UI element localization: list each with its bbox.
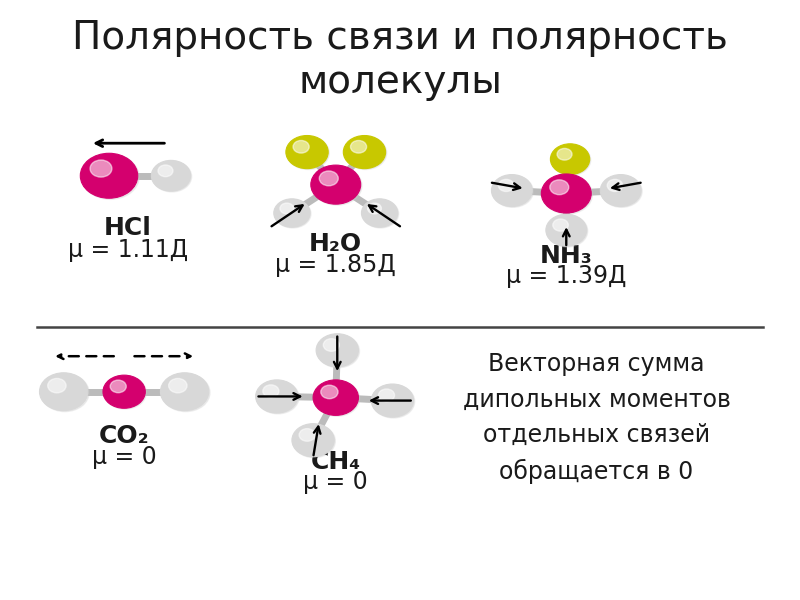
Text: μ = 1.85Д: μ = 1.85Д [275, 253, 396, 277]
Text: μ = 0: μ = 0 [303, 470, 368, 494]
Circle shape [257, 381, 299, 414]
Circle shape [256, 380, 298, 413]
Circle shape [274, 199, 310, 227]
Circle shape [110, 380, 126, 393]
Text: μ = 1.39Д: μ = 1.39Д [506, 265, 626, 289]
Circle shape [311, 165, 361, 204]
Circle shape [498, 179, 514, 191]
Circle shape [542, 175, 593, 214]
Circle shape [82, 154, 139, 199]
Circle shape [80, 153, 138, 198]
Circle shape [350, 140, 366, 153]
Circle shape [274, 200, 311, 228]
Circle shape [48, 379, 66, 393]
Circle shape [600, 175, 641, 206]
Circle shape [372, 385, 414, 418]
Circle shape [293, 424, 335, 458]
Circle shape [323, 338, 339, 351]
Circle shape [293, 140, 309, 153]
Circle shape [551, 145, 590, 175]
Circle shape [344, 136, 386, 169]
Text: μ = 0: μ = 0 [92, 445, 157, 469]
Circle shape [362, 199, 398, 227]
Circle shape [343, 136, 386, 169]
Circle shape [557, 148, 572, 160]
Circle shape [553, 219, 568, 231]
Text: NH₃: NH₃ [540, 244, 593, 268]
Circle shape [287, 136, 330, 169]
Text: Полярность связи и полярность
молекулы: Полярность связи и полярность молекулы [72, 19, 728, 101]
Circle shape [39, 373, 88, 410]
Circle shape [550, 180, 569, 194]
Circle shape [317, 335, 359, 368]
Text: CH₄: CH₄ [310, 449, 361, 473]
Circle shape [292, 424, 334, 457]
Circle shape [491, 175, 532, 206]
Circle shape [493, 175, 534, 208]
Text: HCl: HCl [104, 216, 152, 240]
Circle shape [550, 144, 590, 175]
Circle shape [362, 200, 398, 228]
Circle shape [169, 379, 187, 393]
Circle shape [542, 174, 591, 213]
Circle shape [312, 166, 362, 205]
Circle shape [280, 203, 294, 214]
Circle shape [152, 161, 192, 192]
Circle shape [547, 215, 588, 247]
Circle shape [546, 214, 586, 246]
Circle shape [286, 136, 328, 169]
Text: H₂O: H₂O [309, 232, 362, 256]
Circle shape [162, 374, 210, 412]
Circle shape [161, 373, 209, 410]
Circle shape [263, 385, 279, 397]
Text: Векторная сумма
дипольных моментов
отдельных связей
обращается в 0: Векторная сумма дипольных моментов отдел… [462, 352, 730, 484]
Text: CO₂: CO₂ [99, 424, 150, 448]
Circle shape [319, 171, 338, 186]
Circle shape [313, 380, 358, 415]
Circle shape [158, 165, 173, 176]
Circle shape [299, 428, 315, 441]
Circle shape [316, 334, 358, 367]
Circle shape [151, 160, 190, 191]
Circle shape [41, 374, 89, 412]
Circle shape [378, 389, 394, 401]
Circle shape [371, 384, 414, 417]
Circle shape [104, 376, 146, 409]
Circle shape [90, 160, 112, 177]
Circle shape [103, 375, 146, 408]
Circle shape [321, 385, 338, 398]
Circle shape [607, 179, 622, 191]
Circle shape [368, 203, 382, 214]
Circle shape [314, 381, 359, 416]
Text: μ = 1.11Д: μ = 1.11Д [68, 238, 188, 262]
Circle shape [602, 175, 642, 208]
